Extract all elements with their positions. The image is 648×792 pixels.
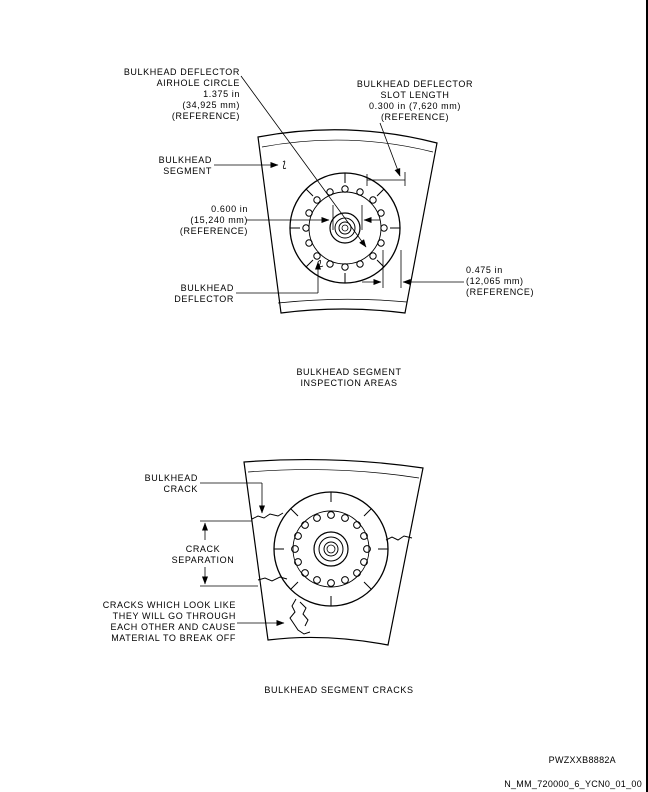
deflector-line-1: BULKHEAD [180,283,234,293]
separation-line-2: SEPARATION [171,555,235,565]
slot-line-4: (REFERENCE) [380,112,450,122]
dim0600-line-1: 0.600 in [211,204,248,214]
bulkhead-segment-bottom [243,458,424,646]
bulkhead-crack-callout: BULKHEAD CRACK [110,473,198,495]
page-edge-line [646,0,648,792]
top-caption-line-1: BULKHEAD SEGMENT [296,367,402,377]
deflector-line-2: DEFLECTOR [174,294,234,304]
airhole-line-1: BULKHEAD DEFLECTOR [123,67,240,77]
separation-line-1: CRACK [185,544,221,554]
slot-line-3: 0.300 in (7,620 mm) [369,101,461,111]
breakoff-line-4: MATERIAL TO BREAK OFF [111,633,236,643]
dim0600-line-2: (15,240 mm) [190,215,248,225]
breakoff-line-2: THEY WILL GO THROUGH [112,611,236,621]
segment-line-2: SEGMENT [163,166,212,176]
bulkhead-deflector-callout: BULKHEAD DEFLECTOR [150,283,234,305]
dim-0600-callout: 0.600 in (15,240 mm) (REFERENCE) [150,204,248,237]
bottom-figure-caption: BULKHEAD SEGMENT CRACKS [264,685,414,695]
slot-line-2: SLOT LENGTH [380,90,450,100]
cracks-break-off-callout: CRACKS WHICH LOOK LIKE THEY WILL GO THRO… [60,600,236,644]
airhole-line-5: (REFERENCE) [171,111,240,121]
top-figure-caption: BULKHEAD SEGMENT INSPECTION AREAS [249,367,449,389]
slot-length-callout: BULKHEAD DEFLECTOR SLOT LENGTH 0.300 in … [340,79,490,123]
crack-lines [251,512,413,635]
top-caption-line-2: INSPECTION AREAS [300,378,398,388]
document-reference: N_MM_720000_6_YCN0_01_00 [504,779,642,789]
dim0475-line-2: (12,065 mm) [466,276,524,286]
top-leaders [214,75,464,294]
dim-0475-callout: 0.475 in (12,065 mm) (REFERENCE) [466,265,576,298]
dim0475-line-1: 0.475 in [466,265,503,275]
dim0600-line-3: (REFERENCE) [179,226,248,236]
bottom-leaders [200,482,285,626]
bulkhead-segment-callout: BULKHEAD SEGMENT [130,155,212,177]
breakoff-line-1: CRACKS WHICH LOOK LIKE [102,600,236,610]
segment-line-1: BULKHEAD [158,155,212,165]
airhole-circle-callout: BULKHEAD DEFLECTOR AIRHOLE CIRCLE 1.375 … [80,67,240,122]
airhole-line-3: 1.375 in [203,89,240,99]
airhole-line-4: (34,925 mm) [182,100,240,110]
crack-separation-callout: CRACK SEPARATION [160,544,246,566]
crack-line-1: BULKHEAD [144,473,198,483]
figure-id: PWZXXB8882A [548,755,616,765]
slot-line-1: BULKHEAD DEFLECTOR [356,79,474,89]
breakoff-line-3: EACH OTHER AND CAUSE [110,622,236,632]
crack-line-2: CRACK [163,484,198,494]
airhole-line-2: AIRHOLE CIRCLE [156,78,240,88]
bulkhead-segment-top [257,129,438,314]
dim0475-line-3: (REFERENCE) [466,287,535,297]
